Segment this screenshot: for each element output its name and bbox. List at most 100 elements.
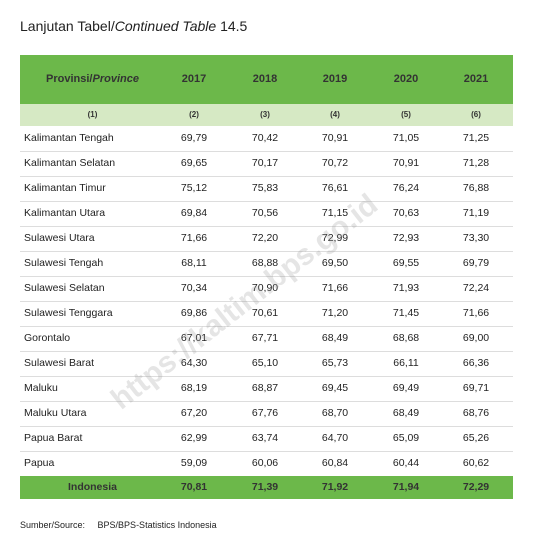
value-cell: 63,74 — [251, 432, 279, 444]
province-name: Kalimantan Selatan — [24, 157, 116, 169]
province-name: Sulawesi Utara — [24, 232, 95, 244]
value-cell: 70,61 — [251, 307, 279, 319]
value-cell: 72,20 — [251, 232, 279, 244]
value-cell: 68,88 — [251, 257, 279, 269]
value-cell: 69,71 — [462, 382, 490, 394]
column-number: (2) — [189, 110, 199, 119]
source-text: BPS/BPS-Statistics Indonesia — [97, 520, 217, 530]
title-italic: Continued Table — [114, 18, 217, 34]
value-cell: 60,44 — [392, 457, 420, 469]
value-cell: 69,55 — [392, 257, 420, 269]
value-cell: 62,99 — [180, 432, 208, 444]
total-value: 71,92 — [321, 481, 349, 493]
value-cell: 76,61 — [321, 182, 349, 194]
province-name: Kalimantan Timur — [24, 182, 106, 194]
value-cell: 76,88 — [462, 182, 490, 194]
value-cell: 60,62 — [462, 457, 490, 469]
province-name: Papua Barat — [24, 432, 83, 444]
value-cell: 71,45 — [392, 307, 420, 319]
value-cell: 65,73 — [321, 357, 349, 369]
row-divider — [20, 251, 513, 252]
source-label: Sumber/Source: — [20, 520, 86, 530]
year-header: 2017 — [181, 73, 207, 85]
province-name: Sulawesi Tenggara — [24, 307, 113, 319]
table: Provinsi/Province 2017 2018 2019 2020 2021 (1… — [20, 55, 513, 499]
value-cell: 76,24 — [392, 182, 420, 194]
title-number: 14.5 — [220, 18, 248, 34]
source: Sumber/Source: BPS/BPS-Statistics Indone… — [20, 520, 217, 530]
value-cell: 69,65 — [180, 157, 208, 169]
total-row — [20, 476, 513, 499]
value-cell: 72,93 — [392, 232, 420, 244]
value-cell: 70,56 — [251, 207, 279, 219]
value-cell: 71,66 — [321, 282, 349, 294]
value-cell: 66,11 — [393, 357, 419, 369]
value-cell: 70,72 — [321, 157, 349, 169]
value-cell: 70,90 — [251, 282, 279, 294]
value-cell: 71,20 — [321, 307, 349, 319]
value-cell: 64,70 — [321, 432, 349, 444]
value-cell: 72,24 — [462, 282, 490, 294]
value-cell: 65,10 — [251, 357, 279, 369]
value-cell: 65,09 — [392, 432, 420, 444]
year-header: 2021 — [463, 73, 489, 85]
value-cell: 67,01 — [180, 332, 208, 344]
province-name: Sulawesi Selatan — [24, 282, 105, 294]
value-cell: 71,19 — [462, 207, 490, 219]
value-cell: 75,83 — [251, 182, 279, 194]
row-divider — [20, 326, 513, 327]
row-divider — [20, 426, 513, 427]
row-divider — [20, 151, 513, 152]
title: Lanjutan Tabel/Continued Table 14.5 — [20, 18, 247, 34]
value-cell: 70,42 — [251, 132, 279, 144]
total-value: 72,29 — [462, 481, 490, 493]
header-row — [20, 55, 513, 104]
province-name: Maluku — [24, 382, 58, 394]
value-cell: 68,70 — [321, 407, 349, 419]
year-header: 2019 — [322, 73, 348, 85]
column-number: (3) — [260, 110, 270, 119]
row-divider — [20, 301, 513, 302]
value-cell: 70,63 — [392, 207, 420, 219]
value-cell: 69,86 — [180, 307, 208, 319]
value-cell: 59,09 — [180, 457, 208, 469]
value-cell: 70,34 — [180, 282, 208, 294]
row-divider — [20, 401, 513, 402]
row-divider — [20, 226, 513, 227]
row-divider — [20, 276, 513, 277]
value-cell: 69,50 — [321, 257, 349, 269]
number-row — [20, 104, 513, 126]
province-name: Kalimantan Utara — [24, 207, 106, 219]
province-name: Kalimantan Tengah — [24, 132, 114, 144]
value-cell: 69,79 — [180, 132, 208, 144]
row-divider — [20, 201, 513, 202]
province-label: Provinsi/ — [46, 73, 93, 85]
value-cell: 68,11 — [181, 257, 207, 269]
value-cell: 67,76 — [251, 407, 279, 419]
value-cell: 69,49 — [392, 382, 420, 394]
value-cell: 67,71 — [251, 332, 279, 344]
value-cell: 64,30 — [180, 357, 208, 369]
province-name: Gorontalo — [24, 332, 71, 344]
value-cell: 69,45 — [321, 382, 349, 394]
column-number: (5) — [401, 110, 411, 119]
value-cell: 73,30 — [462, 232, 490, 244]
value-cell: 70,17 — [251, 157, 279, 169]
row-divider — [20, 176, 513, 177]
value-cell: 66,36 — [462, 357, 490, 369]
value-cell: 71,28 — [462, 157, 490, 169]
value-cell: 75,12 — [180, 182, 208, 194]
province-name: Papua — [24, 457, 55, 469]
total-value: 71,39 — [251, 481, 279, 493]
value-cell: 68,76 — [462, 407, 490, 419]
province-label-italic: Province — [92, 73, 139, 85]
total-label: Indonesia — [67, 481, 117, 493]
value-cell: 68,68 — [392, 332, 420, 344]
total-value: 71,94 — [392, 481, 420, 493]
province-name: Sulawesi Barat — [24, 357, 95, 369]
value-cell: 65,26 — [462, 432, 490, 444]
value-cell: 68,87 — [251, 382, 279, 394]
province-name: Maluku Utara — [24, 407, 87, 419]
row-divider — [20, 376, 513, 377]
value-cell: 71,25 — [462, 132, 490, 144]
